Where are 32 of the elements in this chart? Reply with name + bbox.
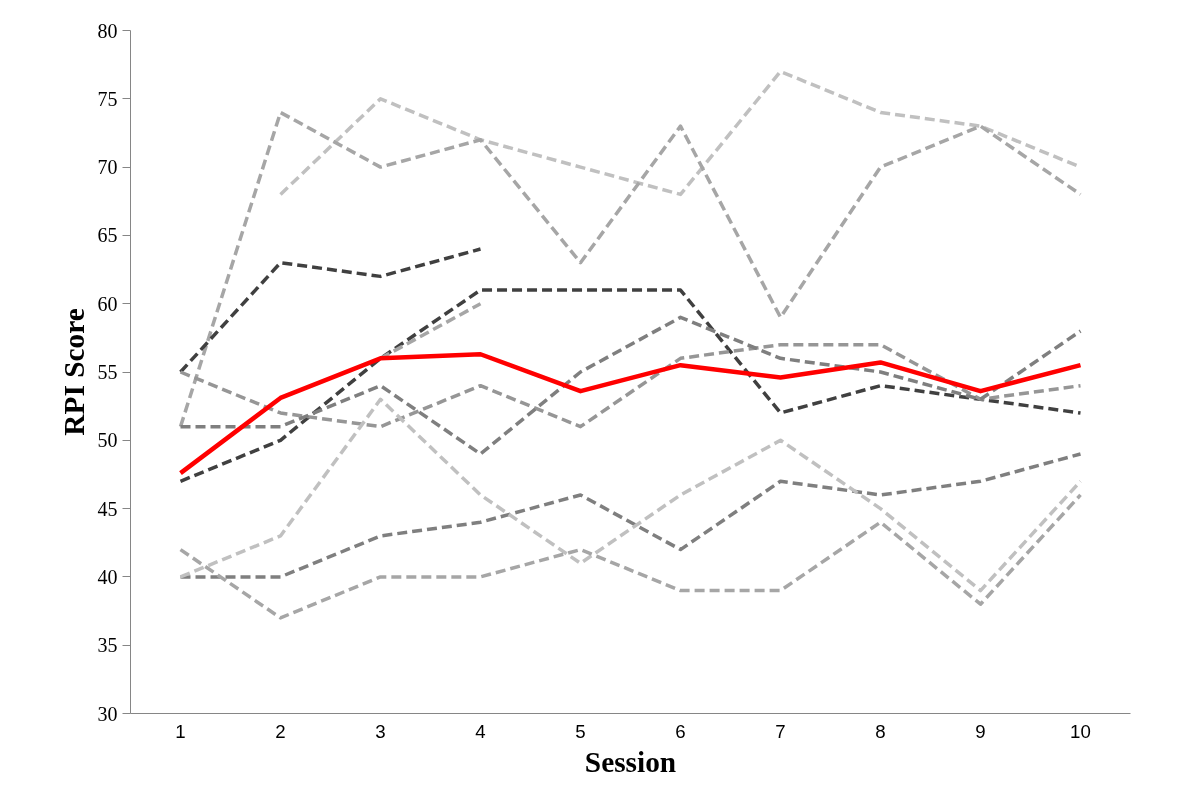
line-series (178, 493, 1083, 620)
x-tick-label: 6 (675, 720, 686, 742)
y-tick-label: 70 (97, 156, 118, 179)
y-tick-label: 35 (97, 634, 118, 657)
line-series (178, 342, 1083, 429)
x-tick-label: 2 (275, 720, 286, 742)
y-tick-label: 80 (97, 19, 118, 42)
x-tick-label: 8 (875, 720, 886, 742)
y-tick-label: 60 (97, 292, 118, 315)
y-tick-label: 75 (97, 87, 118, 110)
y-tick-label: 30 (97, 702, 118, 725)
x-tick-label: 10 (1070, 720, 1091, 742)
y-tick-label: 55 (97, 361, 118, 383)
x-tick-label: 4 (475, 720, 486, 742)
line-series (178, 452, 1083, 579)
y-tick-label: 65 (97, 224, 118, 247)
x-tick-label: 7 (775, 720, 786, 742)
y-tick-label: 50 (97, 429, 118, 452)
line-series (178, 247, 483, 374)
line-series (178, 110, 1083, 429)
line-series (178, 315, 1083, 456)
y-tick-label: 40 (97, 565, 118, 588)
x-tick-label: 5 (575, 720, 586, 742)
x-axis-title: Session (584, 745, 677, 778)
line-series (178, 351, 1083, 476)
y-axis-title: RPI Score (57, 308, 90, 436)
x-tick-label: 9 (975, 720, 986, 742)
line-series (178, 288, 1083, 484)
x-tick-label: 1 (175, 720, 186, 742)
line-series (178, 397, 1083, 593)
x-tick-label: 3 (375, 720, 386, 742)
y-tick-label: 45 (97, 497, 118, 520)
